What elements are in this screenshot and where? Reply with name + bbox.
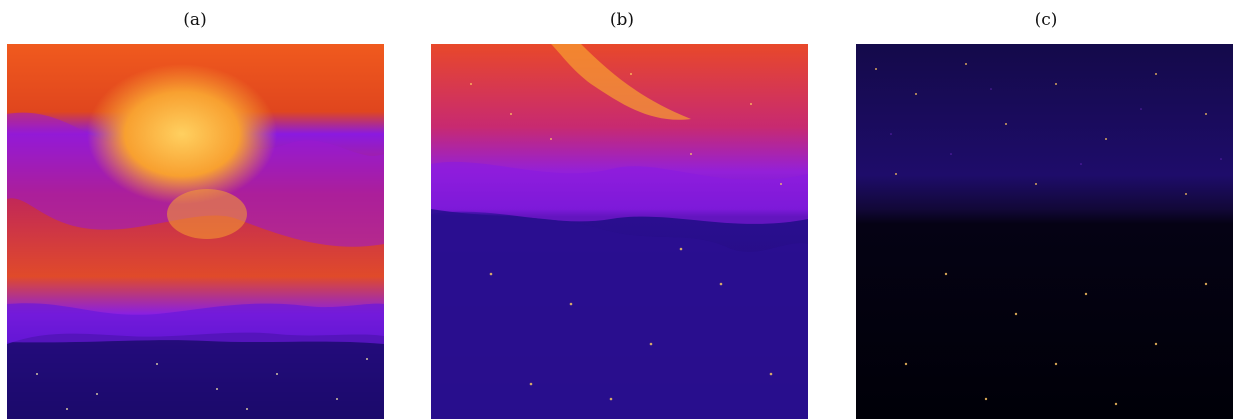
panel-a-svg xyxy=(7,44,384,419)
panel-b-particles xyxy=(470,73,782,401)
panel-a-dark-lower-band xyxy=(7,332,384,419)
panel-c-background xyxy=(856,44,1233,419)
panel-b-svg xyxy=(431,44,808,419)
panel-c-faint-particles xyxy=(890,88,1222,165)
panel-b-purple-swirl xyxy=(431,161,808,224)
panel-a-bright-plume xyxy=(87,64,277,204)
panel-label-a: (a) xyxy=(183,10,207,30)
panel-c-svg xyxy=(856,44,1233,419)
panel-c-image xyxy=(856,44,1233,419)
panel-a-interface-band xyxy=(7,303,384,344)
panel-a-particles xyxy=(36,358,368,410)
panel-c-particles xyxy=(875,63,1208,406)
panel-label-b: (b) xyxy=(609,10,635,30)
panel-b-dark-lower-band xyxy=(431,209,808,419)
panel-a-image xyxy=(7,44,384,419)
panel-b-bright-streak xyxy=(551,44,691,120)
panel-label-c: (c) xyxy=(1034,10,1058,30)
panel-a-plume-tail xyxy=(167,189,247,239)
panel-b-image xyxy=(431,44,808,419)
